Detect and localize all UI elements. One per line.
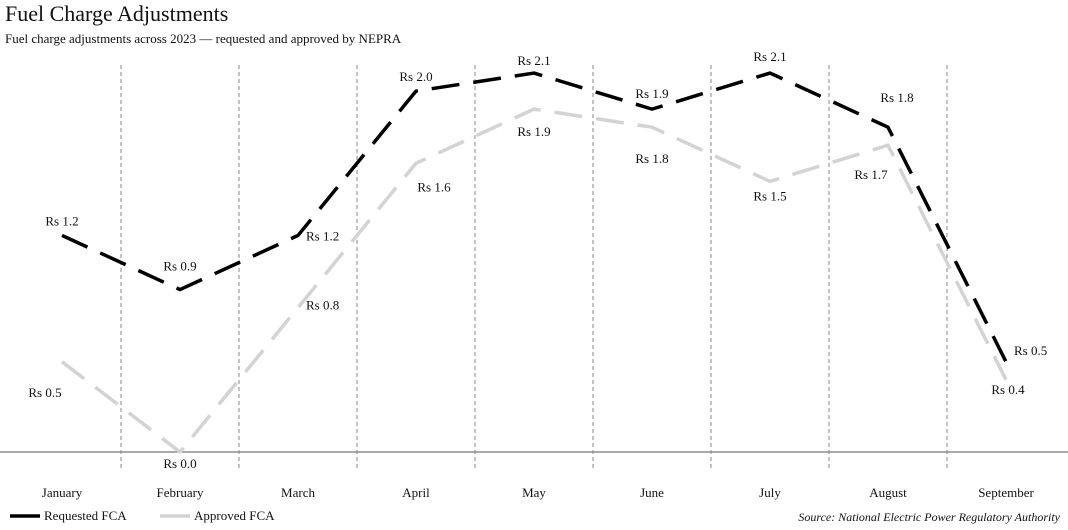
- legend-label: Approved FCA: [194, 508, 275, 523]
- x-tick-label: April: [402, 485, 430, 500]
- data-label: Rs 0.9: [163, 259, 196, 274]
- x-tick-label: February: [157, 485, 204, 500]
- data-label: Rs 1.9: [517, 124, 550, 139]
- source-note: Source: National Electric Power Regulato…: [798, 510, 1060, 524]
- data-label: Rs 1.9: [635, 86, 668, 101]
- x-tick-label: January: [42, 485, 83, 500]
- data-label: Rs 2.1: [517, 53, 550, 68]
- x-tick-label: March: [281, 485, 315, 500]
- data-label: Rs 1.6: [417, 179, 451, 194]
- data-label: Rs 1.7: [854, 167, 888, 182]
- x-tick-label: May: [522, 485, 546, 500]
- data-label: Rs 1.8: [635, 151, 668, 166]
- x-tick-label: June: [640, 485, 664, 500]
- data-label: Rs 2.0: [399, 69, 432, 84]
- data-label: Rs 1.8: [880, 90, 913, 105]
- data-label: Rs 2.1: [753, 49, 786, 64]
- data-label: Rs 0.0: [163, 456, 196, 471]
- x-tick-label: July: [759, 485, 781, 500]
- x-tick-label: September: [978, 485, 1034, 500]
- legend-label: Requested FCA: [44, 508, 127, 523]
- series-line: [60, 107, 1008, 454]
- chart-subtitle: Fuel charge adjustments across 2023 — re…: [5, 31, 402, 46]
- x-tick-label: August: [869, 485, 907, 500]
- data-label: Rs 0.5: [28, 385, 61, 400]
- series-line: [61, 71, 1008, 363]
- data-label: Rs 0.5: [1014, 343, 1047, 358]
- chart-title: Fuel Charge Adjustments: [5, 1, 228, 26]
- data-label: Rs 0.4: [991, 382, 1025, 397]
- data-label: Rs 1.2: [45, 213, 78, 228]
- data-label: Rs 1.2: [306, 228, 339, 243]
- data-label: Rs 0.8: [306, 298, 339, 313]
- data-label: Rs 1.5: [753, 188, 786, 203]
